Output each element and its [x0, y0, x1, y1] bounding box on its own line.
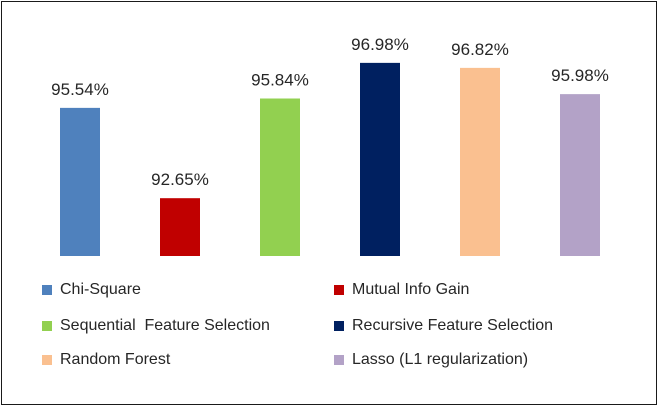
data-label-1: 92.65% [151, 170, 209, 189]
bar-3 [360, 62, 400, 256]
data-label-4: 96.82% [451, 40, 509, 59]
bar-1 [160, 198, 200, 256]
bar-0 [60, 107, 100, 256]
data-label-5: 95.98% [551, 66, 609, 85]
data-label-2: 95.84% [251, 71, 309, 90]
data-label-0: 95.54% [51, 80, 109, 99]
bar-2 [260, 98, 300, 256]
bar-4 [460, 67, 500, 256]
bar-5 [560, 94, 600, 256]
data-label-3: 96.98% [351, 35, 409, 54]
